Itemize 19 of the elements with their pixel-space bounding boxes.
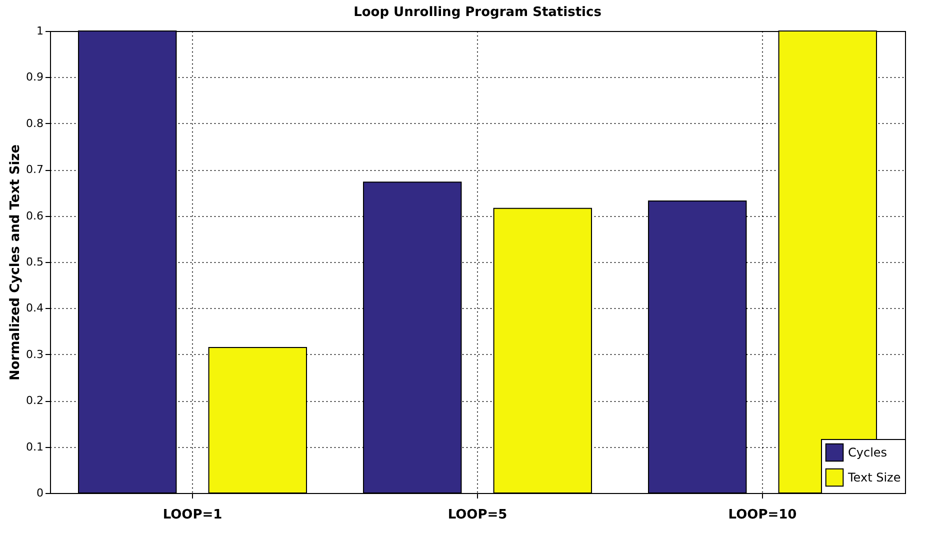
legend-label: Cycles	[848, 446, 888, 460]
legend-label: Text Size	[847, 470, 901, 484]
y-tick-label: 0.9	[26, 70, 44, 84]
y-tick-label: 1	[36, 24, 44, 38]
y-tick-label: 0	[36, 486, 44, 500]
y-tick-label: 0.1	[26, 440, 44, 454]
y-tick-label: 0.3	[26, 348, 44, 361]
bar	[493, 208, 592, 494]
x-tick-label: LOOP=5	[448, 508, 508, 522]
y-axis-title: Normalized Cycles and Text Size	[8, 144, 24, 381]
chart-title: Loop Unrolling Program Statistics	[354, 5, 602, 20]
y-tick-label: 0.2	[26, 394, 44, 408]
y-tick-label: 0.6	[26, 209, 44, 222]
x-tick-label: LOOP=1	[162, 508, 222, 522]
y-tick-label: 0.8	[26, 116, 44, 130]
x-tick-label: LOOP=10	[728, 508, 797, 522]
y-tick-label: 0.7	[26, 163, 44, 176]
y-tick-label: 0.5	[26, 256, 44, 268]
y-tick-label: 0.4	[26, 302, 44, 315]
